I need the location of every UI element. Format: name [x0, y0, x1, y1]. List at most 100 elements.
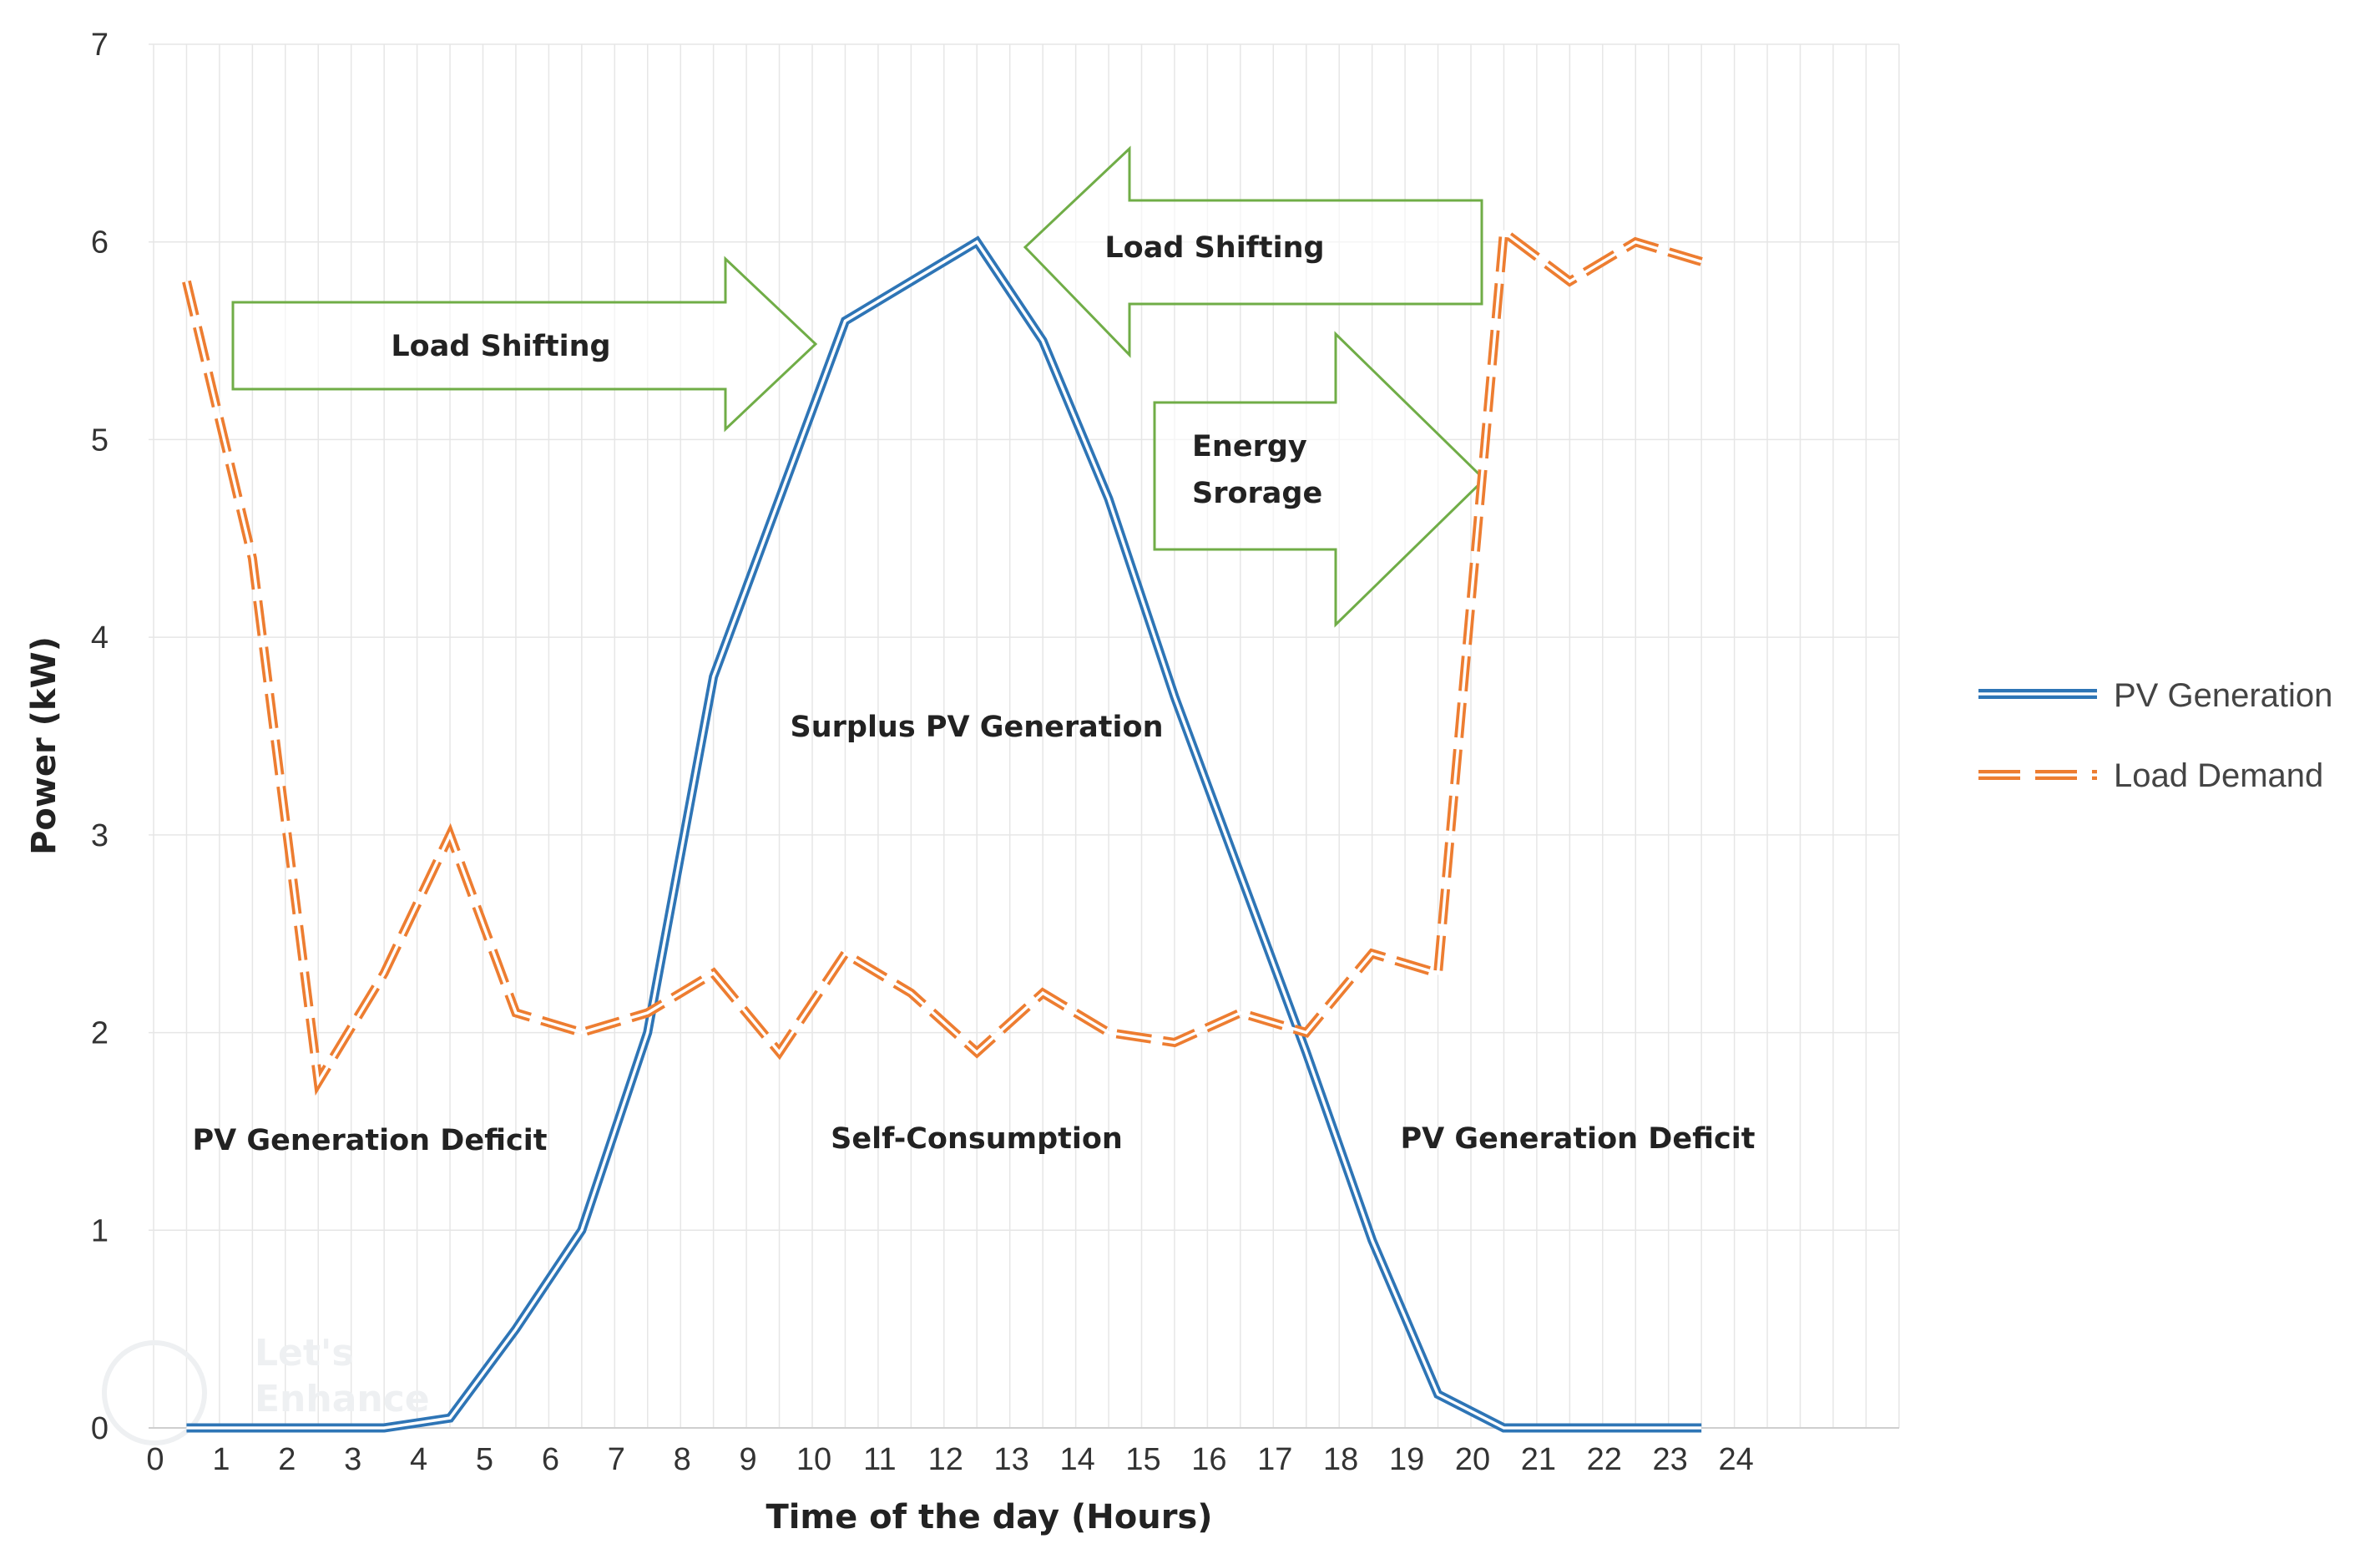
series — [182, 223, 1703, 1433]
series-point — [317, 1427, 319, 1429]
series-load-demand — [182, 223, 1703, 1096]
x-tick-label: 24 — [1718, 1442, 1753, 1477]
x-tick-label: 8 — [674, 1442, 691, 1477]
x-tick-label: 2 — [278, 1442, 296, 1477]
series-point — [185, 281, 187, 282]
deficit-morning-label: PV Generation Deficit — [192, 1124, 547, 1157]
x-tick-label: 17 — [1257, 1442, 1292, 1477]
series-point — [1174, 696, 1175, 697]
y-tick-label: 3 — [91, 818, 109, 853]
series-point — [910, 281, 912, 282]
series-point — [449, 1417, 451, 1419]
load-shifting-right-arrow — [231, 256, 818, 433]
watermark-logo — [102, 1340, 207, 1445]
x-tick-label: 0 — [146, 1442, 164, 1477]
series-pv-generation — [185, 235, 1702, 1433]
series-point — [1503, 1427, 1504, 1429]
series-point — [1240, 873, 1241, 875]
series-point — [1569, 1427, 1570, 1429]
series-point — [976, 241, 978, 243]
series-point — [647, 1012, 649, 1014]
series-point — [383, 1427, 385, 1429]
x-tick-label: 18 — [1323, 1442, 1358, 1477]
x-tick-label: 4 — [410, 1442, 427, 1477]
series-point — [1503, 231, 1504, 233]
series-point — [1108, 1032, 1109, 1034]
load-shifting-left-arrow — [1023, 145, 1483, 358]
series-point — [1372, 953, 1373, 954]
annotation-arrows — [231, 145, 1487, 628]
y-tick-label: 6 — [91, 225, 109, 261]
series-point — [1438, 973, 1439, 974]
x-tick-label: 19 — [1389, 1442, 1424, 1477]
x-tick-label: 6 — [542, 1442, 559, 1477]
x-tick-label: 14 — [1059, 1442, 1094, 1477]
series-point — [1372, 1239, 1373, 1241]
series-point — [1438, 1394, 1439, 1395]
self-consumption-label: Self-Consumption — [831, 1122, 1123, 1156]
watermark: Let's Enhance — [102, 1332, 430, 1445]
x-tick-label: 16 — [1191, 1442, 1226, 1477]
x-tick-label: 7 — [608, 1442, 625, 1477]
x-tick-label: 22 — [1587, 1442, 1622, 1477]
y-tick-label: 2 — [91, 1016, 109, 1051]
series-point — [713, 973, 715, 974]
y-axis-ticks: 0 1 2 3 4 5 6 7 — [91, 28, 109, 1446]
series-point — [1700, 261, 1702, 262]
series-point — [1635, 1427, 1636, 1429]
series-point — [515, 1329, 517, 1330]
series-point — [779, 1051, 781, 1053]
watermark-text-line2: Enhance — [255, 1378, 430, 1420]
energy-storage-arrow — [1153, 331, 1487, 628]
surplus-label: Surplus PV Generation — [791, 711, 1164, 744]
series-point — [1306, 1051, 1307, 1053]
series-point — [1240, 1012, 1241, 1014]
x-tick-label: 12 — [928, 1442, 963, 1477]
series-point — [1569, 281, 1570, 282]
series-point — [581, 1032, 583, 1034]
deficit-evening-label: PV Generation Deficit — [1400, 1122, 1755, 1156]
series-point — [1042, 340, 1043, 342]
grid — [149, 43, 1900, 1429]
series-point — [1108, 498, 1109, 499]
y-axis-title: Power (kW) — [25, 636, 63, 855]
series-point — [515, 1012, 517, 1014]
series-point — [449, 834, 451, 836]
legend-label-load-demand: Load Demand — [2114, 757, 2323, 794]
series-point — [713, 676, 715, 677]
energy-storage-label-line2: Srorage — [1192, 477, 1322, 510]
series-line-core — [184, 229, 1702, 1086]
y-tick-label: 0 — [91, 1411, 109, 1446]
x-tick-label: 15 — [1125, 1442, 1160, 1477]
watermark-text-line1: Let's — [255, 1332, 354, 1374]
series-point — [251, 1427, 253, 1429]
series-line-core — [186, 240, 1702, 1430]
y-tick-label: 4 — [91, 620, 109, 656]
series-point — [1174, 1041, 1175, 1043]
legend-label-pv-generation: PV Generation — [2114, 677, 2332, 714]
load-shifting-right-label: Load Shifting — [391, 330, 610, 363]
series-point — [251, 557, 253, 559]
series-point — [647, 1032, 649, 1034]
y-tick-label: 1 — [91, 1213, 109, 1248]
x-tick-label: 10 — [796, 1442, 831, 1477]
annotation-labels: Load Shifting Load Shifting Energy Srora… — [192, 231, 1755, 1157]
series-point — [976, 1051, 978, 1053]
x-tick-label: 1 — [212, 1442, 230, 1477]
series-point — [1635, 241, 1636, 243]
series-point — [910, 992, 912, 994]
series-point — [581, 1229, 583, 1231]
series-point — [185, 1427, 187, 1429]
x-tick-label: 20 — [1455, 1442, 1490, 1477]
series-point — [779, 498, 781, 499]
x-tick-label: 5 — [476, 1442, 493, 1477]
y-tick-label: 7 — [91, 28, 109, 63]
x-axis-ticks: 0 1 2 3 4 5 6 7 8 9 10 11 12 13 14 15 16 17 18 19 20 21 22 23 24 — [146, 1442, 1753, 1477]
x-tick-label: 11 — [863, 1442, 896, 1477]
energy-storage-label-line1: Energy — [1192, 430, 1307, 463]
x-tick-label: 13 — [994, 1442, 1029, 1477]
load-shifting-left-label: Load Shifting — [1104, 231, 1324, 265]
x-tick-label: 3 — [344, 1442, 361, 1477]
series-point — [1306, 1032, 1307, 1034]
